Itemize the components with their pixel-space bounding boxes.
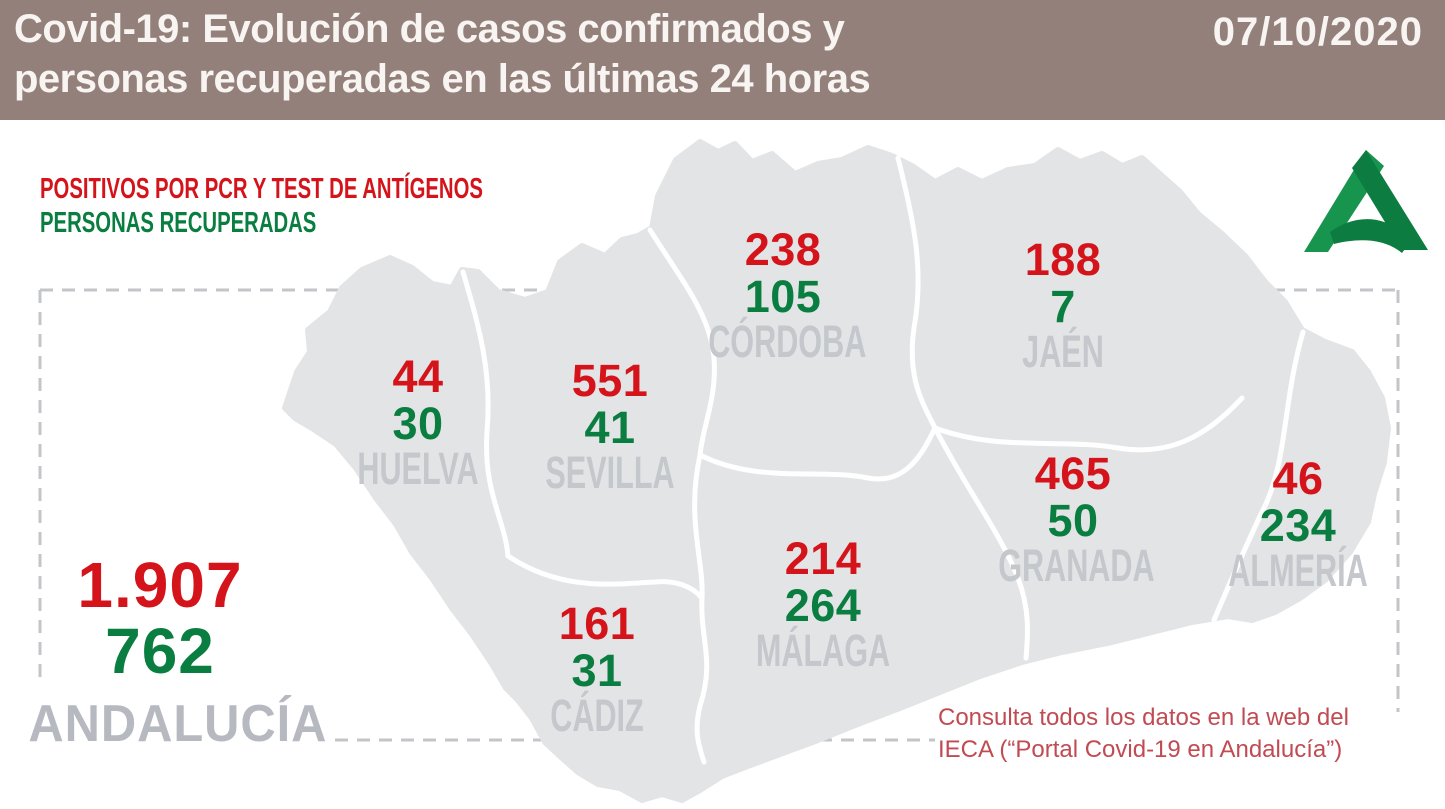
province-block-cadiz: 161 31 CÁDIZ (487, 598, 707, 741)
recovered-value: 31 (571, 645, 623, 696)
province-label: SEVILLA (545, 447, 675, 498)
positives-value: 44 (392, 351, 444, 402)
page-title-line1: Covid-19: Evolución de casos confirmados… (14, 7, 845, 51)
legend-recovered-label: PERSONAS RECUPERADAS (40, 207, 317, 239)
province-label: ALMERÍA (1228, 545, 1368, 596)
header-bar: Covid-19: Evolución de casos confirmados… (0, 0, 1445, 120)
recovered-value: 264 (784, 580, 862, 631)
page-title-line2: personas recuperadas en las últimas 24 h… (14, 57, 871, 101)
region-label: ANDALUCÍA (28, 695, 328, 753)
positives-value: 214 (784, 533, 862, 584)
junta-de-andalucia-logo-icon (1304, 150, 1428, 253)
province-label: HUELVA (357, 443, 479, 494)
footer-note-line1: Consulta todos los datos en la web del (938, 704, 1349, 731)
province-block-huelva: 44 30 HUELVA (308, 351, 528, 494)
positives-value: 465 (1034, 448, 1112, 499)
positives-value: 188 (1024, 234, 1102, 285)
report-date: 07/10/2020 (1212, 10, 1423, 54)
recovered-value: 50 (1047, 495, 1099, 546)
footer-note: Consulta todos los datos en la web del I… (938, 702, 1349, 766)
legend-positives-label: POSITIVOS POR PCR Y TEST DE ANTÍGENOS (40, 173, 483, 205)
positives-value: 46 (1272, 453, 1324, 504)
positives-value: 551 (571, 355, 649, 406)
province-label: CÓRDOBA (708, 316, 867, 367)
province-label: MÁLAGA (755, 625, 891, 676)
province-block-malaga: 214 264 MÁLAGA (713, 533, 933, 676)
total-positives-value: 1.907 (77, 549, 243, 621)
province-block-granada: 465 50 GRANADA (963, 448, 1183, 591)
total-recovered-value: 762 (105, 615, 215, 687)
footer-note-line2: IECA (“Portal Covid-19 en Andalucía”) (938, 736, 1343, 763)
recovered-value: 234 (1259, 500, 1337, 551)
page-title: Covid-19: Evolución de casos confirmados… (14, 4, 871, 104)
recovered-value: 7 (1050, 281, 1076, 332)
legend: POSITIVOS POR PCR Y TEST DE ANTÍGENOS PE… (40, 172, 673, 240)
positives-value: 238 (744, 224, 822, 275)
recovered-value: 41 (584, 402, 636, 453)
province-block-cordoba: 238 105 CÓRDOBA (673, 224, 893, 367)
recovered-value: 30 (392, 398, 444, 449)
map-silhouette (282, 139, 1391, 803)
recovered-value: 105 (744, 271, 822, 322)
province-label: GRANADA (998, 540, 1155, 591)
positives-value: 161 (558, 598, 636, 649)
province-block-sevilla: 551 41 SEVILLA (500, 355, 720, 498)
province-label: JAÉN (1022, 326, 1104, 377)
province-borders (460, 155, 1306, 765)
province-block-almeria: 46 234 ALMERÍA (1188, 453, 1408, 596)
province-label: CÁDIZ (550, 690, 644, 741)
province-block-jaen: 188 7 JAÉN (953, 234, 1173, 377)
region-total-block: 1.907 762 ANDALUCÍA (20, 549, 328, 753)
